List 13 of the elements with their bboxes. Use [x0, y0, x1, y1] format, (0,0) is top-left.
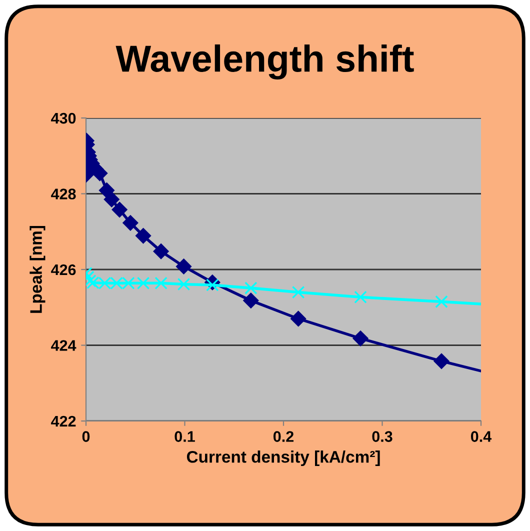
x-tick-label: 0.1	[174, 431, 195, 442]
x-tick-label: 0.4	[470, 431, 492, 442]
y-tick-label: 426	[51, 264, 76, 276]
y-tick-label: 430	[51, 112, 76, 124]
x-tick-label: 0	[82, 431, 90, 442]
x-axis-title: Current density [kA/cm²]	[186, 450, 380, 466]
y-tick-label: 428	[51, 188, 76, 200]
y-axis-title: Lpeak [nm]	[30, 226, 46, 313]
y-tick-label: 422	[51, 416, 76, 427]
x-tick-label: 0.2	[273, 431, 294, 442]
y-tick-label: 424	[51, 340, 76, 351]
chart-title: Wavelength shift	[116, 44, 414, 80]
x-tick-label: 0.3	[372, 431, 392, 442]
